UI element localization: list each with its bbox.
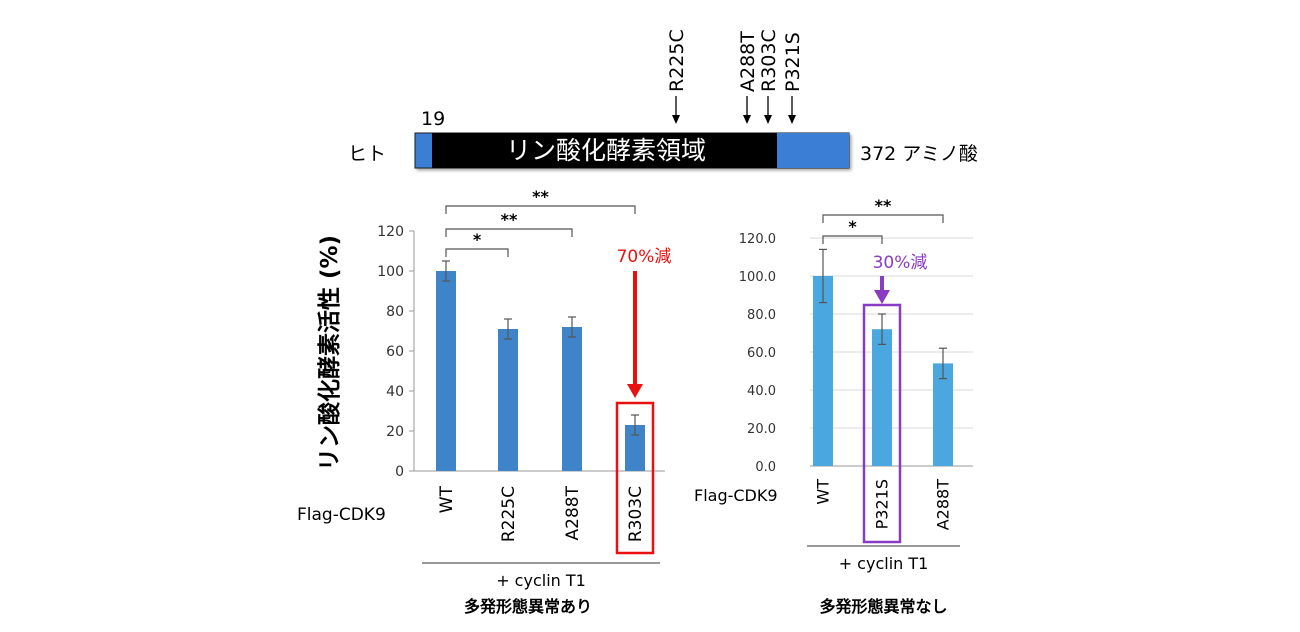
condition-caption: 多発形態異常あり	[464, 597, 592, 616]
protein-bar-right-flank	[777, 133, 849, 168]
kinase-domain-label: リン酸化酵素領域	[506, 136, 706, 165]
mutation-arrowhead	[764, 115, 772, 124]
y-axis-label: リン酸化酵素活性 (%)	[316, 235, 343, 471]
significance-bracket	[822, 214, 944, 223]
significance-bracket	[445, 205, 636, 214]
protein-schematic: リン酸化酵素領域 ヒト 19 372 アミノ酸 R225C A288T R303C P…	[348, 29, 978, 169]
bar	[625, 425, 645, 471]
y-tick-label: 20	[386, 424, 404, 440]
group-label: + cyclin T1	[496, 571, 586, 590]
mutation-label: R303C	[758, 29, 780, 92]
bar	[436, 271, 456, 471]
mutation-arrowhead	[788, 115, 796, 124]
y-tick-label: 100	[377, 264, 404, 280]
reduction-arrowhead	[874, 290, 890, 304]
significance-bracket	[822, 235, 883, 244]
y-tick-label: 80.0	[747, 308, 776, 323]
bar	[498, 329, 518, 471]
y-tick-label: 40	[386, 384, 404, 400]
y-tick-label: 20.0	[747, 422, 776, 437]
significance-label: *	[848, 217, 857, 236]
y-tick-label: 120	[377, 224, 404, 240]
reduction-arrowhead	[627, 384, 643, 398]
start-residue-label: 19	[421, 108, 445, 130]
category-label: WT	[814, 479, 833, 505]
category-label: R303C	[626, 486, 646, 542]
bar	[933, 363, 953, 466]
bar	[872, 329, 892, 466]
bar	[813, 276, 833, 466]
significance-label: **	[501, 210, 518, 229]
y-tick-label: 0	[395, 464, 404, 480]
significance-label: *	[473, 230, 482, 249]
construct-label-right: Flag-CDK9	[694, 486, 778, 505]
condition-caption: 多発形態異常なし	[819, 597, 947, 616]
category-label: A288T	[563, 485, 583, 540]
category-label: WT	[437, 485, 457, 513]
y-tick-label: 60.0	[747, 346, 776, 361]
mutation-label: R225C	[666, 29, 688, 92]
highlight-box	[862, 303, 902, 544]
y-tick-label: 80	[386, 304, 404, 320]
kinase-domain	[432, 133, 777, 168]
significance-bracket	[445, 248, 509, 257]
length-label: 372 アミノ酸	[860, 143, 978, 165]
y-tick-label: 40.0	[747, 384, 776, 399]
reduction-annotation: 70%減	[617, 247, 672, 267]
y-tick-label: 100.0	[739, 270, 776, 285]
group-label: + cyclin T1	[839, 554, 929, 573]
mutation-markers: R225C A288T R303C P321S	[666, 29, 804, 124]
significance-label: **	[875, 196, 892, 215]
chart-right: Flag-CDK9 0.0 20.0 40.0 60.0 80.0 100.0 120.0 W…	[694, 196, 973, 616]
mutation-arrowhead	[672, 115, 680, 124]
y-tick-label: 0.0	[755, 460, 776, 475]
species-label: ヒト	[348, 143, 386, 165]
highlight-box	[615, 401, 655, 555]
construct-label-left: Flag-CDK9	[297, 505, 386, 525]
mutation-label: A288T	[737, 31, 759, 92]
significance-bracket	[445, 228, 573, 237]
mutation-label: P321S	[782, 32, 804, 92]
y-tick-label: 60	[386, 344, 404, 360]
bar	[562, 327, 582, 471]
chart-left: リン酸化酵素活性 (%) Flag-CDK9 0 20 40 60 80 100 120 WT…	[297, 187, 671, 616]
category-label: P321S	[873, 479, 892, 529]
category-label: R225C	[499, 486, 519, 542]
category-label: A288T	[934, 479, 953, 530]
y-tick-label: 120.0	[739, 232, 776, 247]
significance-label: **	[532, 187, 549, 206]
mutation-arrowhead	[743, 115, 751, 124]
reduction-annotation: 30%減	[873, 253, 928, 273]
